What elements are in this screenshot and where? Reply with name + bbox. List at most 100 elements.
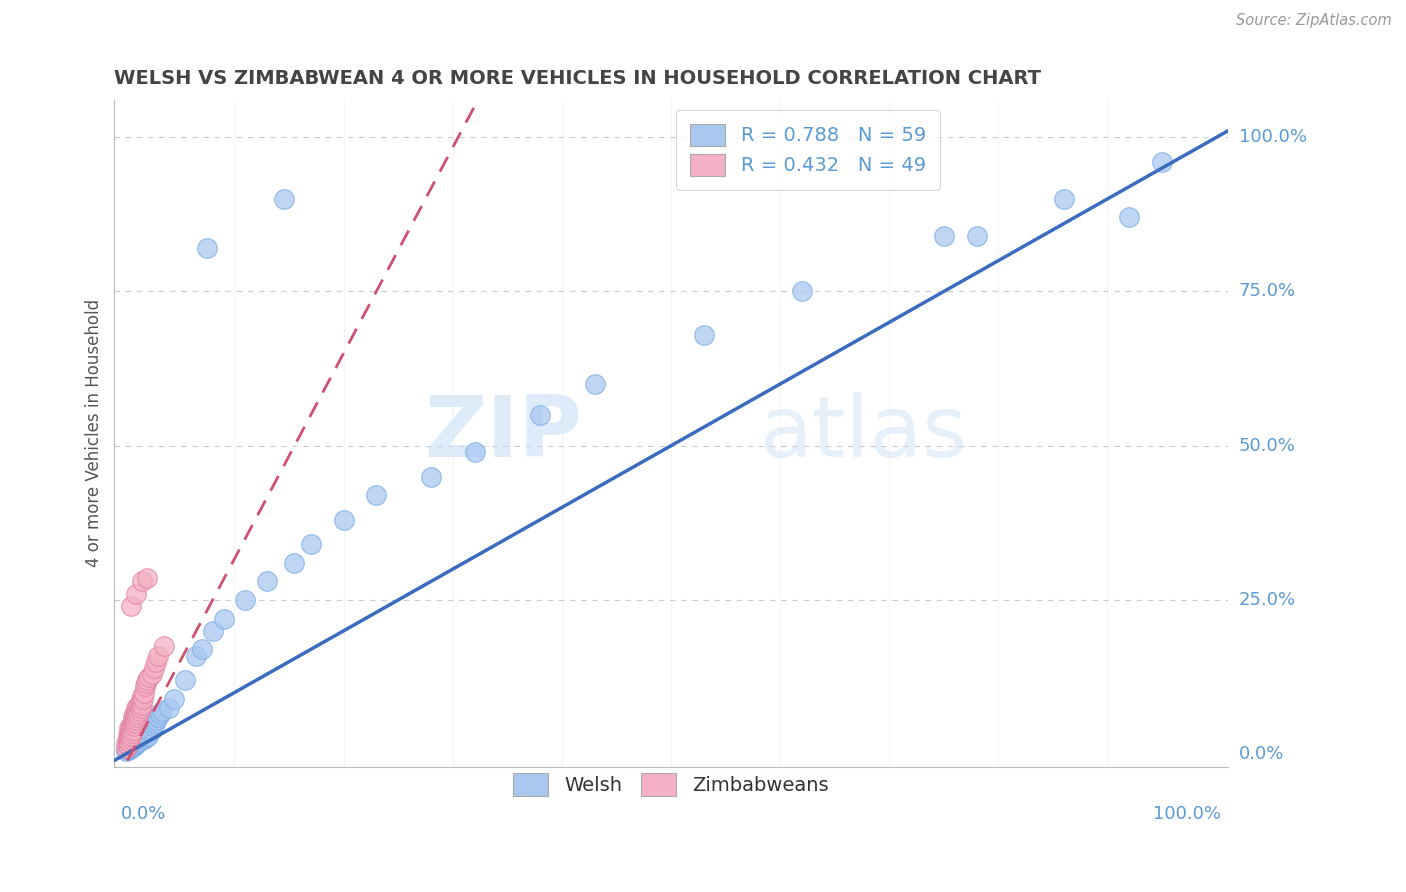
Point <box>125 733 148 747</box>
Point <box>117 738 139 752</box>
Point <box>283 556 305 570</box>
Text: 50.0%: 50.0% <box>1239 437 1295 455</box>
Point <box>142 661 165 675</box>
Point <box>157 701 180 715</box>
Point <box>135 676 157 690</box>
Point <box>120 599 142 614</box>
Point <box>122 707 145 722</box>
Point <box>299 537 322 551</box>
Point <box>145 714 167 728</box>
Point <box>117 729 139 743</box>
Point <box>121 719 143 733</box>
Point <box>118 723 141 737</box>
Point <box>152 640 174 654</box>
Point <box>966 229 988 244</box>
Point <box>146 648 169 663</box>
Point <box>790 285 813 299</box>
Text: ZIP: ZIP <box>425 392 582 475</box>
Point <box>122 739 145 753</box>
Point <box>117 733 139 747</box>
Point <box>529 408 551 422</box>
Text: 0.0%: 0.0% <box>1239 745 1284 764</box>
Point <box>131 730 153 744</box>
Point <box>138 670 160 684</box>
Point <box>145 655 167 669</box>
Text: 25.0%: 25.0% <box>1239 591 1296 609</box>
Point <box>1053 192 1076 206</box>
Point <box>120 741 142 756</box>
Point <box>135 730 157 744</box>
Point <box>136 673 159 688</box>
Point <box>1118 211 1140 225</box>
Point <box>256 574 278 589</box>
Point <box>131 689 153 703</box>
Point <box>122 719 145 733</box>
Point <box>118 739 141 754</box>
Point <box>122 739 145 754</box>
Point <box>129 731 152 746</box>
Point <box>174 673 197 688</box>
Point <box>142 719 165 733</box>
Point <box>129 701 152 715</box>
Point <box>124 716 146 731</box>
Point <box>212 611 235 625</box>
Point <box>118 731 141 746</box>
Point <box>1150 154 1173 169</box>
Point <box>128 733 150 747</box>
Point <box>121 738 143 752</box>
Point <box>146 710 169 724</box>
Point <box>125 587 148 601</box>
Text: 100.0%: 100.0% <box>1239 128 1306 146</box>
Point <box>141 723 163 737</box>
Point <box>201 624 224 638</box>
Point <box>128 697 150 711</box>
Point <box>117 742 139 756</box>
Point <box>132 731 155 746</box>
Point <box>149 707 172 722</box>
Point <box>132 729 155 743</box>
Point <box>127 704 149 718</box>
Legend: Welsh, Zimbabweans: Welsh, Zimbabweans <box>506 765 837 804</box>
Point <box>124 735 146 749</box>
Point <box>127 736 149 750</box>
Point <box>115 744 138 758</box>
Point <box>127 735 149 749</box>
Point <box>122 738 145 752</box>
Point <box>125 738 148 752</box>
Point <box>134 679 156 693</box>
Point <box>122 736 145 750</box>
Point <box>117 743 139 757</box>
Point <box>117 735 139 749</box>
Point <box>273 192 295 206</box>
Point <box>136 725 159 739</box>
Point <box>332 513 354 527</box>
Text: WELSH VS ZIMBABWEAN 4 OR MORE VEHICLES IN HOUSEHOLD CORRELATION CHART: WELSH VS ZIMBABWEAN 4 OR MORE VEHICLES I… <box>114 69 1042 87</box>
Point <box>118 727 141 741</box>
Point <box>128 704 150 718</box>
Point <box>134 727 156 741</box>
Point <box>163 691 186 706</box>
Text: 0.0%: 0.0% <box>121 805 167 823</box>
Point <box>117 741 139 756</box>
Point <box>366 488 388 502</box>
Point <box>141 667 163 681</box>
Y-axis label: 4 or more Vehicles in Household: 4 or more Vehicles in Household <box>86 300 103 567</box>
Point <box>120 723 142 738</box>
Point <box>125 707 148 722</box>
Point <box>131 574 153 589</box>
Point <box>190 642 212 657</box>
Point <box>121 725 143 739</box>
Point <box>195 241 218 255</box>
Point <box>122 716 145 731</box>
Text: 100.0%: 100.0% <box>1153 805 1220 823</box>
Point <box>583 377 606 392</box>
Point <box>136 729 159 743</box>
Point <box>132 691 155 706</box>
Point <box>186 648 208 663</box>
Point <box>152 704 174 718</box>
Point <box>122 714 145 728</box>
Point <box>120 729 142 743</box>
Point <box>129 693 152 707</box>
Point <box>121 739 143 754</box>
Point <box>131 698 153 712</box>
